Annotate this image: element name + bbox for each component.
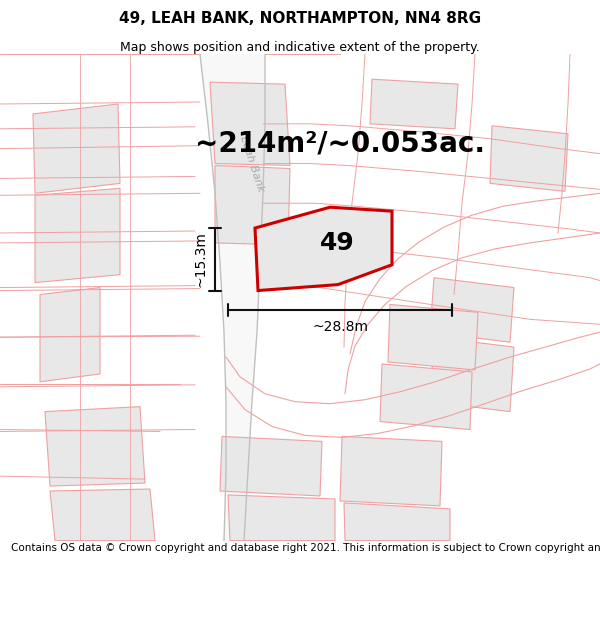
Polygon shape: [215, 166, 290, 245]
Text: ~214m²/~0.053ac.: ~214m²/~0.053ac.: [195, 129, 485, 158]
Text: Leah Bank: Leah Bank: [238, 134, 266, 193]
Polygon shape: [220, 436, 322, 496]
Text: 49, LEAH BANK, NORTHAMPTON, NN4 8RG: 49, LEAH BANK, NORTHAMPTON, NN4 8RG: [119, 11, 481, 26]
Polygon shape: [255, 208, 392, 291]
Polygon shape: [490, 126, 568, 191]
Polygon shape: [380, 364, 472, 429]
Polygon shape: [40, 288, 100, 382]
Polygon shape: [33, 104, 120, 193]
Polygon shape: [370, 79, 458, 129]
Text: Contains OS data © Crown copyright and database right 2021. This information is : Contains OS data © Crown copyright and d…: [11, 543, 600, 553]
Text: ~15.3m: ~15.3m: [193, 231, 207, 288]
Polygon shape: [45, 407, 145, 486]
Polygon shape: [228, 495, 335, 541]
Polygon shape: [340, 436, 442, 506]
Polygon shape: [388, 304, 478, 370]
Polygon shape: [35, 188, 120, 282]
Polygon shape: [210, 82, 290, 166]
Polygon shape: [430, 338, 514, 412]
Text: 49: 49: [320, 231, 355, 255]
Polygon shape: [200, 54, 265, 541]
Polygon shape: [50, 489, 155, 541]
Text: Map shows position and indicative extent of the property.: Map shows position and indicative extent…: [120, 41, 480, 54]
Polygon shape: [430, 278, 514, 342]
Polygon shape: [344, 503, 450, 541]
Text: ~28.8m: ~28.8m: [312, 321, 368, 334]
